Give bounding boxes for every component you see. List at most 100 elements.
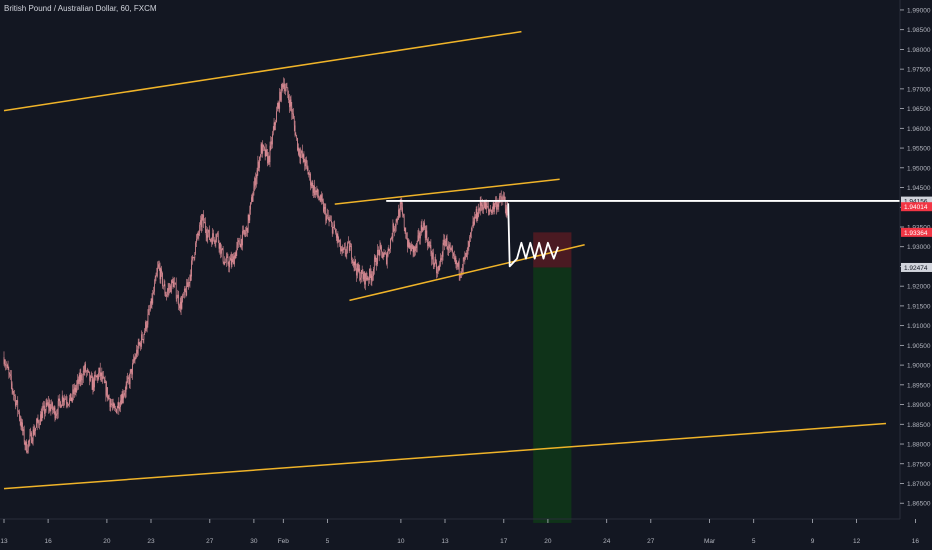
candle-body xyxy=(420,225,422,236)
candle-body xyxy=(133,359,134,364)
candle-body xyxy=(350,246,352,247)
candle-body xyxy=(426,230,428,240)
candle-body xyxy=(285,87,287,90)
candle-body xyxy=(488,209,490,212)
candle-body xyxy=(394,228,395,232)
candle-body xyxy=(457,263,458,267)
time-tick-label: 9 xyxy=(811,538,815,545)
candle-body xyxy=(425,230,427,238)
candle-body xyxy=(130,369,132,373)
projected-path[interactable] xyxy=(507,203,560,268)
candle-body xyxy=(44,410,46,414)
candle-body xyxy=(216,234,217,240)
candle-body xyxy=(19,411,20,419)
candle-body xyxy=(137,342,139,354)
candle-body xyxy=(170,285,171,293)
candle-body xyxy=(279,91,281,109)
candle-body xyxy=(357,264,359,271)
candle-body xyxy=(490,209,492,212)
candle-body xyxy=(448,244,450,251)
candle-body xyxy=(157,267,158,273)
candle-body xyxy=(10,375,12,384)
candle-body xyxy=(147,314,149,325)
candle-body xyxy=(298,147,300,155)
candle-body xyxy=(3,357,5,364)
candle-body xyxy=(486,203,488,208)
candle-body xyxy=(247,214,249,233)
candle-body xyxy=(304,162,306,167)
candle-body xyxy=(65,399,67,403)
candle-body xyxy=(30,432,32,435)
upper-channel-line[interactable] xyxy=(3,30,522,112)
candle-body xyxy=(437,271,438,274)
candle-body xyxy=(69,398,70,405)
candle-body xyxy=(242,231,243,246)
candle-body xyxy=(321,195,323,199)
candle-body xyxy=(290,99,292,107)
candle-body xyxy=(468,241,470,247)
candle-body xyxy=(356,264,358,276)
price-tag xyxy=(901,262,932,272)
take-profit-zone[interactable] xyxy=(533,267,572,523)
candle-body xyxy=(492,203,494,210)
candle-body xyxy=(424,222,425,229)
candle-body xyxy=(151,298,153,304)
candle-body xyxy=(132,363,133,375)
price-tick-label: 1.87500 xyxy=(907,461,931,468)
candle-body xyxy=(26,441,27,453)
candle-body xyxy=(339,240,340,242)
candle-body xyxy=(297,138,298,151)
candle-body xyxy=(373,268,374,276)
chart-title: British Pound / Australian Dollar, 60, F… xyxy=(4,4,157,13)
candle-body xyxy=(166,294,167,297)
candle-body xyxy=(10,374,11,376)
candle-body xyxy=(153,291,154,294)
pattern-upper-line[interactable] xyxy=(334,178,560,205)
candle-body xyxy=(135,356,137,358)
candle-body xyxy=(271,141,272,145)
candle-body xyxy=(465,252,467,256)
candle-body xyxy=(481,204,483,206)
time-tick-label: Feb xyxy=(278,538,290,545)
candle-body xyxy=(297,147,299,151)
candle-body xyxy=(293,113,294,119)
candle-body xyxy=(358,268,360,271)
candle-body xyxy=(162,272,163,286)
candle-body xyxy=(110,403,112,407)
candle-body xyxy=(435,259,437,263)
candle-body xyxy=(485,203,487,210)
candle-body xyxy=(125,384,127,393)
candle-body xyxy=(285,89,286,92)
candle-body xyxy=(504,196,505,201)
candle-body xyxy=(391,237,393,239)
candle-body xyxy=(127,377,129,382)
candle-body xyxy=(141,334,143,340)
candle-body xyxy=(123,395,125,399)
candle-body xyxy=(299,154,301,159)
candle-body xyxy=(282,84,284,88)
candle-body xyxy=(85,364,87,372)
candle-body xyxy=(454,257,456,260)
candle-body xyxy=(487,206,489,210)
candle-body xyxy=(225,256,227,263)
candle-body xyxy=(467,246,469,249)
candle-body xyxy=(450,248,452,250)
time-axis[interactable]: 13 16 20 23 27 30 Feb 5 10 13 17 20 24 27 Mar 5 9 12 16 xyxy=(0,518,919,545)
candle-body xyxy=(248,214,250,221)
candle-body xyxy=(329,220,331,222)
candle-body xyxy=(395,219,397,227)
time-tick-label: 5 xyxy=(752,538,756,545)
candle-body xyxy=(121,393,123,405)
candle-body xyxy=(365,273,366,285)
candle-body xyxy=(234,255,236,259)
candle-body xyxy=(33,429,35,435)
candle-body xyxy=(306,163,308,168)
candle-body xyxy=(46,402,48,405)
price-tick-label: 1.91500 xyxy=(907,303,931,310)
candle-body xyxy=(38,421,40,425)
candle-body xyxy=(449,244,450,249)
candle-body xyxy=(458,262,460,276)
candle-body xyxy=(168,288,170,290)
lower-channel-line[interactable] xyxy=(3,422,887,490)
